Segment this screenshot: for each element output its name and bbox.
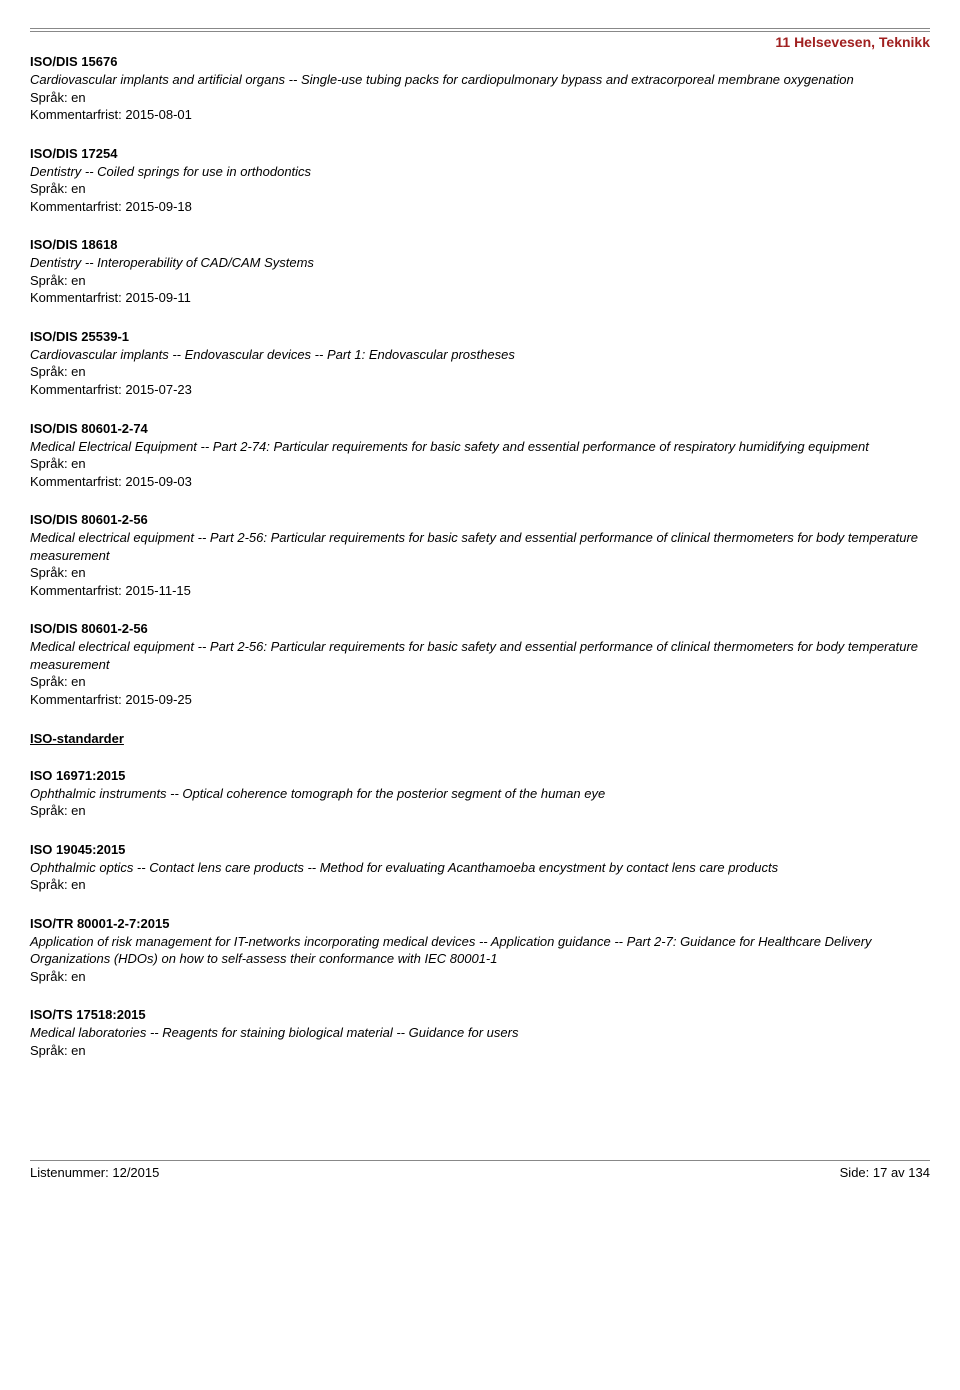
entry-title: Cardiovascular implants and artificial o…: [30, 71, 930, 89]
entry-language: Språk: en: [30, 673, 930, 691]
standard-entry: ISO/DIS 25539-1 Cardiovascular implants -…: [30, 329, 930, 399]
category-title: 11 Helsevesen, Teknikk: [775, 34, 930, 50]
entry-title: Medical electrical equipment -- Part 2-5…: [30, 529, 930, 564]
entry-title: Dentistry -- Interoperability of CAD/CAM…: [30, 254, 930, 272]
entry-code: ISO/DIS 17254: [30, 146, 930, 161]
standard-entry: ISO/DIS 80601-2-56 Medical electrical equ…: [30, 621, 930, 708]
page-footer: Listenummer: 12/2015 Side: 17 av 134: [30, 1160, 930, 1180]
entry-title: Application of risk management for IT-ne…: [30, 933, 930, 968]
entry-code: ISO/DIS 18618: [30, 237, 930, 252]
entry-title: Medical electrical equipment -- Part 2-5…: [30, 638, 930, 673]
entry-code: ISO/DIS 80601-2-56: [30, 512, 930, 527]
entry-language: Språk: en: [30, 180, 930, 198]
entry-deadline: Kommentarfrist: 2015-09-25: [30, 691, 930, 709]
header-rule: 11 Helsevesen, Teknikk: [30, 31, 930, 54]
entry-language: Språk: en: [30, 455, 930, 473]
entry-deadline: Kommentarfrist: 2015-08-01: [30, 106, 930, 124]
entry-deadline: Kommentarfrist: 2015-07-23: [30, 381, 930, 399]
entry-code: ISO/DIS 25539-1: [30, 329, 930, 344]
entry-language: Språk: en: [30, 564, 930, 582]
entry-language: Språk: en: [30, 802, 930, 820]
entry-deadline: Kommentarfrist: 2015-09-18: [30, 198, 930, 216]
standard-entry: ISO/DIS 18618 Dentistry -- Interoperabili…: [30, 237, 930, 307]
entry-code: ISO/TS 17518:2015: [30, 1007, 930, 1022]
entry-code: ISO 19045:2015: [30, 842, 930, 857]
entry-deadline: Kommentarfrist: 2015-09-11: [30, 289, 930, 307]
standard-entry: ISO/DIS 15676 Cardiovascular implants and…: [30, 54, 930, 124]
dis-entries: ISO/DIS 15676 Cardiovascular implants and…: [30, 54, 930, 709]
entry-language: Språk: en: [30, 968, 930, 986]
section-heading: ISO-standarder: [30, 731, 930, 746]
entry-title: Medical Electrical Equipment -- Part 2-7…: [30, 438, 930, 456]
top-rule-1: [30, 28, 930, 29]
entry-code: ISO/TR 80001-2-7:2015: [30, 916, 930, 931]
entry-code: ISO/DIS 80601-2-74: [30, 421, 930, 436]
entry-language: Språk: en: [30, 1042, 930, 1060]
footer-right: Side: 17 av 134: [840, 1165, 930, 1180]
standard-entry: ISO/DIS 80601-2-74 Medical Electrical Equ…: [30, 421, 930, 491]
entry-code: ISO/DIS 80601-2-56: [30, 621, 930, 636]
entry-title: Dentistry -- Coiled springs for use in o…: [30, 163, 930, 181]
entry-language: Språk: en: [30, 363, 930, 381]
standard-entry: ISO 16971:2015 Ophthalmic instruments -- …: [30, 768, 930, 820]
entry-code: ISO 16971:2015: [30, 768, 930, 783]
entry-language: Språk: en: [30, 89, 930, 107]
standard-entry: ISO/DIS 17254 Dentistry -- Coiled springs…: [30, 146, 930, 216]
standard-entry: ISO/TR 80001-2-7:2015 Application of risk…: [30, 916, 930, 986]
entry-title: Ophthalmic instruments -- Optical cohere…: [30, 785, 930, 803]
entry-deadline: Kommentarfrist: 2015-11-15: [30, 582, 930, 600]
entry-title: Medical laboratories -- Reagents for sta…: [30, 1024, 930, 1042]
standard-entry: ISO/DIS 80601-2-56 Medical electrical equ…: [30, 512, 930, 599]
std-entries: ISO 16971:2015 Ophthalmic instruments -- …: [30, 768, 930, 1060]
standard-entry: ISO 19045:2015 Ophthalmic optics -- Conta…: [30, 842, 930, 894]
entry-title: Cardiovascular implants -- Endovascular …: [30, 346, 930, 364]
entry-title: Ophthalmic optics -- Contact lens care p…: [30, 859, 930, 877]
entry-language: Språk: en: [30, 272, 930, 290]
entry-code: ISO/DIS 15676: [30, 54, 930, 69]
footer-left: Listenummer: 12/2015: [30, 1165, 159, 1180]
entry-language: Språk: en: [30, 876, 930, 894]
entry-deadline: Kommentarfrist: 2015-09-03: [30, 473, 930, 491]
standard-entry: ISO/TS 17518:2015 Medical laboratories --…: [30, 1007, 930, 1059]
